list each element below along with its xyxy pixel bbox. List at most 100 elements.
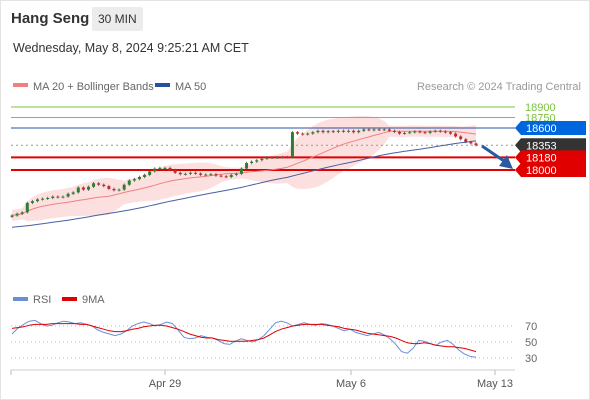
- bollinger-band: [12, 116, 476, 222]
- candle-body: [92, 183, 96, 187]
- rsi-legend-label: RSI: [33, 294, 51, 306]
- candle-body: [311, 132, 315, 134]
- level-tag-bg-18000: [515, 163, 586, 177]
- level-tag-18900: 18900: [525, 102, 556, 114]
- candle-body: [25, 202, 29, 213]
- candle-body: [35, 199, 39, 202]
- candle-body: [306, 133, 310, 135]
- rsi-ma-legend-swatch: [62, 297, 77, 301]
- candle-body: [188, 172, 192, 174]
- candle-body: [173, 170, 177, 173]
- candle-body: [316, 130, 320, 133]
- candle-body: [219, 175, 223, 177]
- candle-body: [204, 174, 208, 176]
- ma50-legend-label: MA 50: [175, 81, 206, 93]
- candle-body: [428, 131, 432, 133]
- level-tag-bg-18180: [515, 150, 586, 165]
- bollinger-band-layer: [12, 116, 476, 222]
- candle-body: [15, 213, 19, 216]
- instrument-title: Hang Seng: [11, 10, 90, 27]
- candle-body: [413, 131, 417, 133]
- candle-body: [331, 131, 335, 133]
- candle-body: [214, 174, 218, 176]
- candle-body: [464, 139, 468, 142]
- candle-body: [469, 142, 473, 144]
- candle-body: [408, 132, 412, 134]
- candle-body: [229, 174, 233, 177]
- candle-body: [102, 184, 106, 187]
- level-tag-bg-18353: [515, 138, 586, 153]
- candle-body: [178, 172, 182, 175]
- ma20-legend-label: MA 20 + Bollinger Bands: [33, 81, 154, 93]
- candle-body: [423, 132, 427, 134]
- candle-body: [326, 131, 330, 133]
- rsi-tick-30: 30: [525, 353, 537, 365]
- ma50-line: [11, 140, 477, 228]
- candle-body: [296, 132, 300, 134]
- candle-body: [143, 174, 147, 177]
- candle-body: [341, 130, 345, 132]
- candle-body: [122, 184, 126, 190]
- candle-body: [357, 130, 361, 133]
- candle-body: [372, 129, 376, 131]
- candle-body: [199, 173, 203, 175]
- candle-body: [336, 130, 340, 132]
- candle-body: [224, 176, 228, 178]
- level-tag-18180: 18180: [526, 152, 557, 164]
- datetime-label: Wednesday, May 8, 2024 9:25:21 AM CET: [13, 41, 249, 55]
- candle-body: [158, 167, 162, 169]
- candle-body: [239, 168, 243, 174]
- candle-body: [66, 193, 70, 197]
- candle-body: [255, 160, 259, 162]
- candle-body: [46, 198, 50, 199]
- candle-body: [183, 173, 187, 175]
- x-tick-label: May 6: [336, 378, 366, 390]
- credit-label: Research © 2024 Trading Central: [417, 81, 581, 93]
- candle-body: [433, 130, 437, 132]
- level-tag-18000: 18000: [526, 165, 557, 177]
- candle-body: [163, 167, 167, 169]
- candle-body: [117, 189, 121, 191]
- candle-body: [245, 163, 249, 169]
- timeframe-badge[interactable]: 30 MIN: [92, 7, 143, 31]
- level-tag-bg-18600: [515, 121, 586, 135]
- candle-body: [10, 215, 14, 217]
- forecast-arrow: [481, 144, 513, 169]
- moving-average-layer: [11, 130, 477, 228]
- candle-body: [449, 132, 453, 134]
- candle-body: [56, 196, 60, 198]
- level-tag-18600: 18600: [526, 123, 557, 135]
- candles-layer: [10, 128, 478, 219]
- candle-body: [194, 172, 198, 174]
- rsi-tick-50: 50: [525, 337, 537, 349]
- candle-body: [280, 157, 284, 159]
- candle-body: [51, 196, 55, 198]
- candle-body: [81, 187, 85, 190]
- candle-body: [127, 180, 131, 185]
- candle-body: [290, 132, 294, 158]
- candle-body: [112, 188, 116, 191]
- candle-body: [86, 186, 90, 190]
- candle-body: [234, 173, 238, 175]
- rsi-tick-70: 70: [525, 321, 537, 333]
- candle-body: [387, 129, 391, 131]
- candle-body: [97, 183, 101, 185]
- candle-body: [352, 130, 356, 133]
- candle-body: [367, 129, 371, 131]
- candle-body: [398, 131, 402, 134]
- ma20-legend-swatch: [13, 83, 28, 87]
- candle-body: [76, 187, 80, 193]
- rsi-ma-line: [11, 323, 477, 353]
- rsi-panel: 70 50 30: [11, 319, 537, 365]
- x-tick-label: Apr 29: [149, 378, 181, 390]
- candle-body: [250, 161, 254, 163]
- candle-body: [474, 143, 478, 146]
- candle-body: [61, 196, 65, 198]
- candle-body: [41, 198, 45, 200]
- candle-body: [418, 131, 422, 133]
- rsi-legend-swatch: [13, 297, 28, 301]
- candle-body: [153, 168, 157, 172]
- rsi-ma-legend-label: 9MA: [82, 294, 105, 306]
- x-tick-label: May 13: [477, 378, 513, 390]
